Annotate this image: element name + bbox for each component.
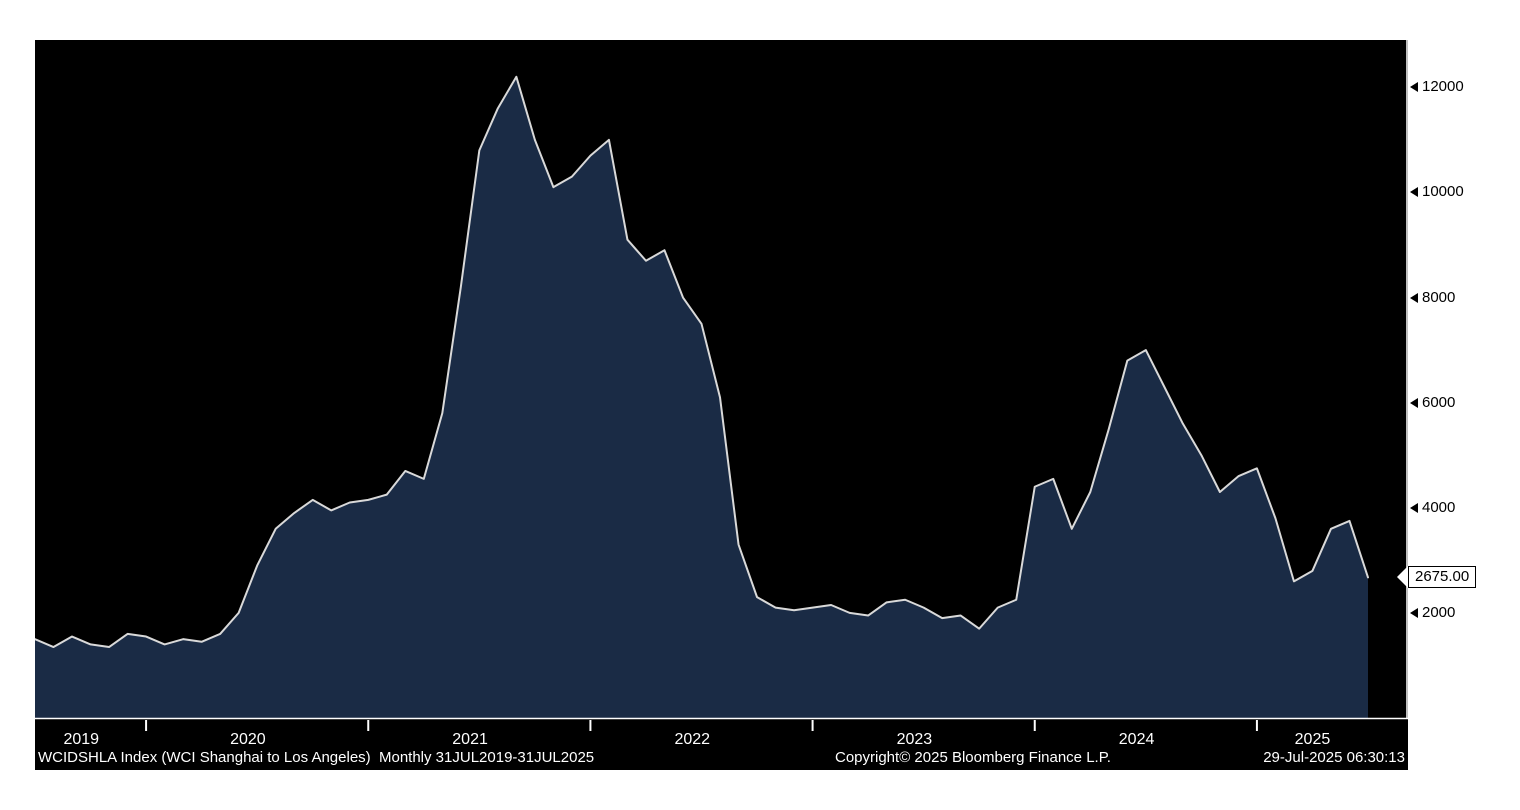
y-axis-tick-label: 12000 xyxy=(1422,78,1464,96)
chart-canvas: 2019 2020 2021 2022 2023 2024 2025 WCIDSHLA In… xyxy=(35,40,1408,770)
y-axis-tick-label: 8000 xyxy=(1422,288,1456,306)
tick-arrow-icon xyxy=(1410,397,1418,408)
x-axis-year-label: 2025 xyxy=(1295,731,1331,746)
area-fill xyxy=(35,76,1368,719)
price-area-chart[interactable]: 2019 2020 2021 2022 2023 2024 2025 xyxy=(35,40,1408,746)
x-axis-year-label: 2024 xyxy=(1119,731,1155,746)
y-axis-tick-label: 10000 xyxy=(1422,183,1464,201)
x-axis-year-label: 2023 xyxy=(897,731,933,746)
y-axis-tick-10000: 10000 xyxy=(1410,183,1464,201)
x-axis-year-label: 2019 xyxy=(63,731,99,746)
y-axis-tick-4000: 4000 xyxy=(1410,499,1455,517)
y-axis-tick-6000: 6000 xyxy=(1410,394,1455,412)
footer-copyright: Copyright© 2025 Bloomberg Finance L.P. xyxy=(835,749,1111,766)
y-axis-tick-12000: 12000 xyxy=(1410,78,1464,96)
tick-arrow-icon xyxy=(1410,187,1418,198)
x-axis-year-label: 2022 xyxy=(674,731,710,746)
price-line xyxy=(35,75,1369,649)
y-axis-tick-label: 2000 xyxy=(1422,603,1456,621)
tick-arrow-icon xyxy=(1410,607,1418,618)
x-axis-year-label: 2021 xyxy=(452,731,488,746)
y-axis: 2675.00 2000 4000 6000 8000 10000 12000 xyxy=(1397,40,1520,770)
x-axis-year-label: 2020 xyxy=(230,731,266,746)
last-price-label: 2675.00 xyxy=(1408,566,1477,589)
marker-arrow-icon xyxy=(1397,566,1408,589)
footer-series-description: WCIDSHLA Index (WCI Shanghai to Los Ange… xyxy=(38,749,595,766)
footer-timestamp: 29-Jul-2025 06:30:13 xyxy=(1263,749,1405,766)
tick-arrow-icon xyxy=(1410,502,1418,513)
tick-arrow-icon xyxy=(1410,292,1418,303)
y-axis-tick-label: 4000 xyxy=(1422,498,1456,516)
chart-footer: WCIDSHLA Index (WCI Shanghai to Los Ange… xyxy=(35,748,1408,768)
last-price-marker: 2675.00 xyxy=(1397,566,1477,589)
tick-arrow-icon xyxy=(1410,82,1418,93)
y-axis-tick-8000: 8000 xyxy=(1410,289,1455,307)
y-axis-tick-2000: 2000 xyxy=(1410,604,1455,622)
y-axis-tick-label: 6000 xyxy=(1422,393,1456,411)
